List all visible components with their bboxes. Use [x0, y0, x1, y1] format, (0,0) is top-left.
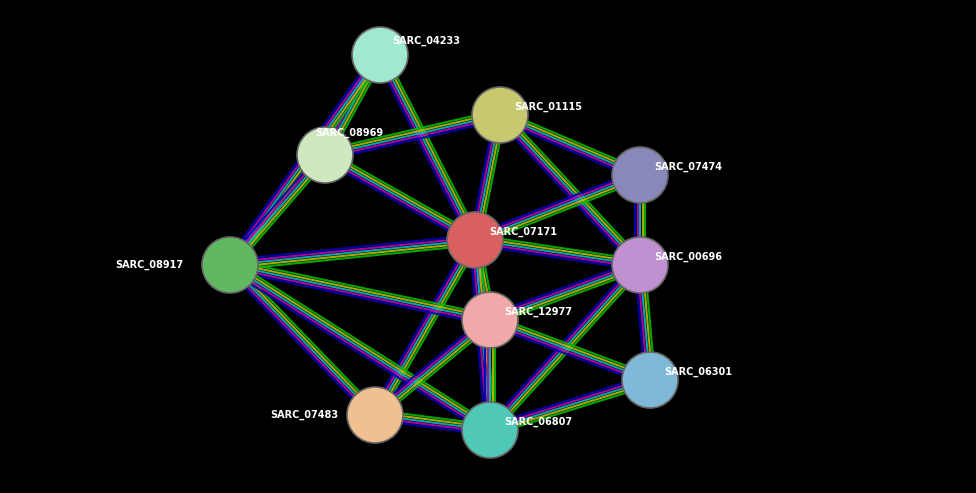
- Text: SARC_01115: SARC_01115: [514, 102, 582, 112]
- Circle shape: [447, 212, 503, 268]
- Text: SARC_00696: SARC_00696: [654, 252, 722, 262]
- Text: SARC_07171: SARC_07171: [489, 227, 557, 237]
- Circle shape: [612, 237, 668, 293]
- Text: SARC_07483: SARC_07483: [270, 410, 338, 420]
- Circle shape: [612, 147, 668, 203]
- Circle shape: [347, 387, 403, 443]
- Circle shape: [462, 292, 518, 348]
- Text: SARC_07474: SARC_07474: [654, 162, 722, 172]
- Circle shape: [202, 237, 258, 293]
- Text: SARC_04233: SARC_04233: [392, 36, 460, 46]
- Circle shape: [622, 352, 678, 408]
- Text: SARC_12977: SARC_12977: [504, 307, 572, 317]
- Circle shape: [472, 87, 528, 143]
- Circle shape: [462, 402, 518, 458]
- Circle shape: [297, 127, 353, 183]
- Text: SARC_06301: SARC_06301: [664, 367, 732, 377]
- Circle shape: [352, 27, 408, 83]
- Text: SARC_06807: SARC_06807: [504, 417, 572, 427]
- Text: SARC_08969: SARC_08969: [315, 128, 384, 138]
- Text: SARC_08917: SARC_08917: [115, 260, 183, 270]
